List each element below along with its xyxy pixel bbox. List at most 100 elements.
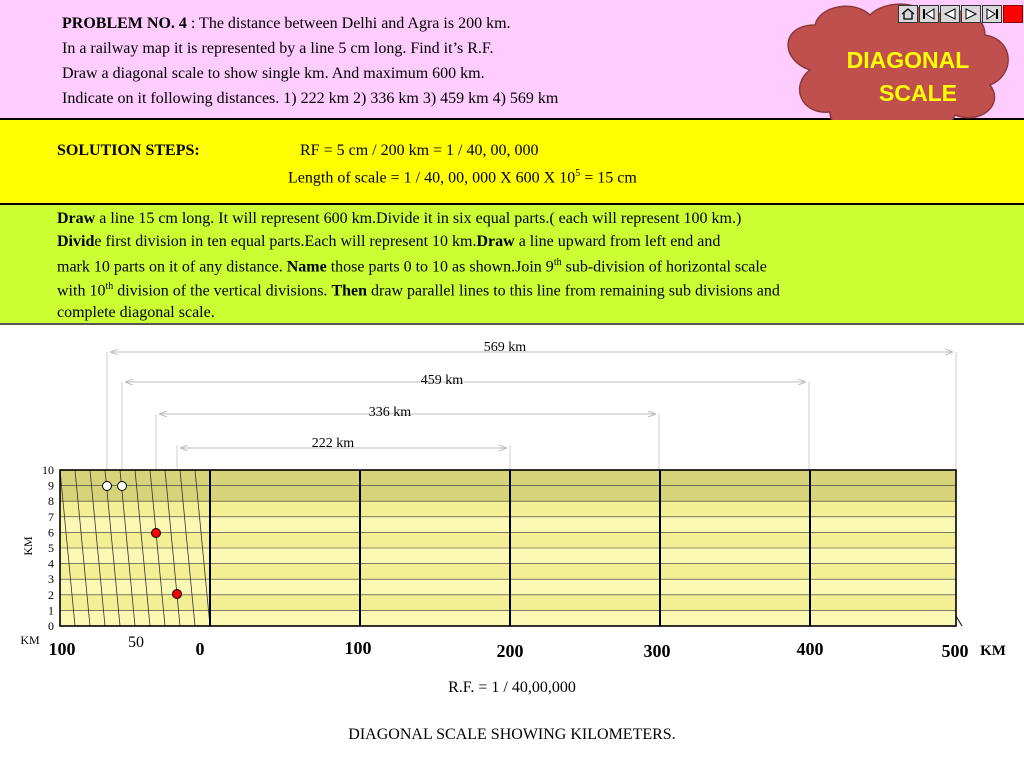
desc-line-2: Divide first division in ten equal parts… xyxy=(57,233,720,251)
diagonal-scale-drawing: 569 km 459 km 336 km 222 km 109876543210… xyxy=(20,340,1006,661)
problem-line-3: Draw a diagonal scale to show single km.… xyxy=(62,65,485,82)
point-569-left xyxy=(102,481,112,491)
diagonal-line xyxy=(74,469,91,627)
horizontal-unit-left: KM xyxy=(20,633,40,647)
diagonal-line xyxy=(89,469,106,627)
main-label-200: 200 xyxy=(497,641,524,661)
desc-line-4-text-b: division of the vertical divisions. xyxy=(113,282,332,300)
main-label-300: 300 xyxy=(644,641,671,661)
vertical-label: 7 xyxy=(48,510,54,524)
vertical-label: 4 xyxy=(48,557,54,571)
diagonal-line xyxy=(179,469,196,627)
scale-stripe xyxy=(60,532,956,548)
desc-sup-th: th xyxy=(553,257,562,268)
main-divisions xyxy=(209,470,811,626)
desc-line-2-text: e first division in ten equal parts.Each… xyxy=(94,233,477,250)
desc-line-3-text-c: sub-division of horizontal scale xyxy=(561,258,767,276)
rf-formula: RF = 5 cm / 200 km = 1 / 40, 00, 000 xyxy=(300,142,539,159)
home-icon[interactable] xyxy=(898,5,918,23)
diagonal-line xyxy=(194,469,211,627)
desc-line-3: mark 10 parts on it of any distance. Nam… xyxy=(57,257,767,276)
scale-stripe xyxy=(60,485,956,502)
desc-bold-draw: Draw xyxy=(57,210,96,227)
desc-line-4-text-c: draw parallel lines to this line from re… xyxy=(367,282,780,300)
main-label-400: 400 xyxy=(797,639,824,659)
extension-lines xyxy=(106,352,957,470)
scale-stripe xyxy=(60,610,956,626)
solution-steps-panel: SOLUTION STEPS: RF = 5 cm / 200 km = 1 /… xyxy=(0,120,1024,205)
desc-sup-th-2: th xyxy=(105,281,114,292)
badge-line-2: SCALE xyxy=(879,80,957,106)
vertical-label: 5 xyxy=(48,541,54,555)
length-exponent: 5 xyxy=(575,168,581,179)
slide-navigation-bar xyxy=(898,5,1024,25)
dimension-arrows xyxy=(110,352,953,448)
main-label-0: 0 xyxy=(196,639,205,659)
desc-line-4-text: with 10 xyxy=(57,282,106,300)
diagonal-line xyxy=(149,469,166,627)
scale-stripe xyxy=(60,579,956,595)
horizontal-unit-right: KM xyxy=(980,643,1006,659)
desc-line-1: Draw a line 15 cm long. It will represen… xyxy=(57,210,741,228)
prev-icon[interactable] xyxy=(940,5,960,23)
problem-title: PROBLEM NO. 4 xyxy=(62,15,187,32)
diagonal-lines xyxy=(59,469,211,627)
vertical-label: 10 xyxy=(42,463,54,477)
desc-bold-name: Name xyxy=(286,258,327,276)
point-459-left xyxy=(117,481,127,491)
dim-label-569: 569 km xyxy=(484,340,527,355)
description-panel: Draw a line 15 cm long. It will represen… xyxy=(0,205,1024,325)
vertical-unit-label: KM xyxy=(21,536,35,556)
diagonal-line xyxy=(119,469,136,627)
length-formula-text: Length of scale = 1 / 40, 00, 000 X 600 … xyxy=(288,169,576,187)
desc-bold-then: Then xyxy=(331,282,368,300)
problem-line-2: In a railway map it is represented by a … xyxy=(62,40,494,57)
next-icon[interactable] xyxy=(961,5,981,23)
steps-heading: SOLUTION STEPS: xyxy=(57,142,200,160)
scale-stripes xyxy=(60,470,956,626)
vertical-label: 8 xyxy=(48,494,54,508)
rf-caption: R.F. = 1 / 40,00,000 xyxy=(448,679,576,696)
desc-line-4: with 10th division of the vertical divis… xyxy=(57,281,780,300)
scale-stripe xyxy=(60,563,956,580)
dim-label-222: 222 km xyxy=(312,436,355,451)
problem-line-1-text: : The distance between Delhi and Agra is… xyxy=(186,15,511,32)
bottom-caption: DIAGONAL SCALE SHOWING KILOMETERS. xyxy=(348,726,676,743)
point-222-left xyxy=(172,589,182,599)
scale-stripe xyxy=(60,548,956,564)
vertical-label: 0 xyxy=(48,619,54,633)
main-label-500: 500 xyxy=(942,641,969,661)
length-formula-result: = 15 cm xyxy=(580,169,637,187)
problem-line-1: PROBLEM NO. 4 : The distance between Del… xyxy=(62,15,511,33)
dim-label-336: 336 km xyxy=(369,405,412,420)
length-formula: Length of scale = 1 / 40, 00, 000 X 600 … xyxy=(288,168,637,187)
vertical-label: 9 xyxy=(48,479,54,493)
stop-icon[interactable] xyxy=(1003,5,1023,23)
diagonal-line xyxy=(59,469,76,627)
vertical-label: 1 xyxy=(48,603,54,617)
badge-line-1: DIAGONAL xyxy=(847,47,970,73)
last-icon[interactable] xyxy=(982,5,1002,23)
problem-line-4: Indicate on it following distances. 1) 2… xyxy=(62,90,559,107)
point-336-left xyxy=(151,528,161,538)
scale-stripe xyxy=(60,501,956,517)
scale-stripe xyxy=(60,516,956,533)
vertical-label: 2 xyxy=(48,588,54,602)
desc-line-1-text: a line 15 cm long. It will represent 600… xyxy=(95,210,742,227)
desc-line-2-text-b: a line upward from left end and xyxy=(514,233,721,250)
main-label-100: 100 xyxy=(345,638,372,658)
desc-line-3-text: mark 10 parts on it of any distance. xyxy=(57,258,287,276)
desc-line-5: complete diagonal scale. xyxy=(57,304,215,321)
scale-frame xyxy=(59,469,957,627)
first-icon[interactable] xyxy=(919,5,939,23)
main-label-100-left: 100 xyxy=(49,639,76,659)
desc-bold-draw-2: Draw xyxy=(476,233,515,250)
diagonal-line xyxy=(134,469,151,627)
diagonal-line xyxy=(164,469,181,627)
vertical-label: 3 xyxy=(48,572,54,586)
dim-label-459: 459 km xyxy=(421,373,464,388)
diagonal-line xyxy=(104,469,121,627)
sub-label-50: 50 xyxy=(128,634,144,651)
end-tick xyxy=(955,615,963,627)
